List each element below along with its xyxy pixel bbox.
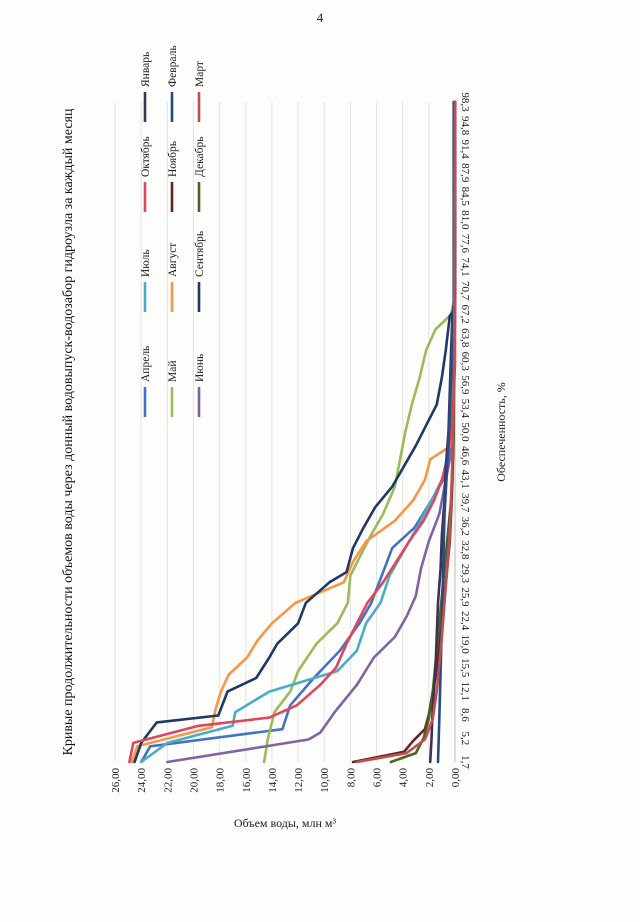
x-tick-label: 53,4 bbox=[459, 399, 471, 419]
legend-label: Сентябрь bbox=[194, 231, 206, 277]
y-tick-label: 10,00 bbox=[319, 768, 331, 793]
x-tick-label: 22,4 bbox=[459, 611, 471, 631]
legend-label: Октябрь bbox=[140, 136, 152, 177]
x-tick-label: 19,0 bbox=[459, 635, 471, 655]
x-tick-label: 5,2 bbox=[459, 732, 471, 746]
y-tick-label: 14,00 bbox=[267, 768, 279, 793]
legend-label: Август bbox=[167, 243, 179, 277]
x-tick-label: 91,4 bbox=[459, 140, 471, 160]
legend: Апрель Май Июнь Июль Август Сентябрь Октябрь Но… bbox=[140, 45, 206, 417]
x-axis-ticks: 1,7 5,2 8,6 12,1 15,5 19,0 22,4 25,9 29,3 32,8 36,… bbox=[459, 92, 471, 769]
y-tick-label: 4,00 bbox=[398, 768, 410, 788]
x-tick-label: 84,5 bbox=[459, 187, 471, 207]
x-tick-label: 29,3 bbox=[459, 564, 471, 584]
x-tick-label: 60,3 bbox=[459, 352, 471, 372]
x-tick-label: 50,0 bbox=[459, 422, 471, 442]
y-tick-label: 8,00 bbox=[345, 768, 357, 788]
legend-label: Май bbox=[167, 361, 179, 382]
legend-label: Декабрь bbox=[194, 137, 206, 177]
x-tick-label: 94,8 bbox=[459, 116, 471, 136]
x-tick-label: 87,9 bbox=[459, 163, 471, 183]
x-tick-label: 32,8 bbox=[459, 540, 471, 560]
y-tick-label: 22,00 bbox=[162, 768, 174, 793]
x-tick-label: 39,7 bbox=[459, 493, 471, 513]
y-tick-label: 26,00 bbox=[110, 768, 122, 793]
x-axis-title: Обеспеченность, % bbox=[494, 382, 508, 482]
y-axis-ticks: 0,00 2,00 4,00 6,00 8,00 10,00 12,00 14,00 16,00… bbox=[110, 768, 462, 793]
series-line-Сентябрь bbox=[133, 100, 457, 764]
y-tick-label: 18,00 bbox=[215, 768, 227, 793]
x-tick-label: 25,9 bbox=[459, 587, 471, 607]
grid-lines bbox=[114, 102, 456, 762]
legend-label: Апрель bbox=[140, 346, 152, 382]
x-tick-label: 77,6 bbox=[459, 234, 471, 254]
x-tick-label: 63,8 bbox=[459, 328, 471, 348]
x-tick-label: 43,1 bbox=[459, 470, 471, 489]
legend-label: Январь bbox=[140, 52, 152, 87]
legend-label: Март bbox=[194, 61, 206, 87]
x-tick-label: 15,5 bbox=[459, 658, 471, 678]
x-tick-label: 1,7 bbox=[459, 755, 471, 769]
y-tick-label: 20,00 bbox=[188, 768, 200, 793]
series-layer bbox=[128, 100, 457, 764]
x-tick-label: 81,0 bbox=[459, 210, 471, 230]
chart-title: Кривые продолжительности объемов воды че… bbox=[61, 108, 76, 756]
x-tick-label: 12,1 bbox=[459, 682, 471, 701]
x-tick-label: 98,3 bbox=[459, 92, 471, 112]
y-tick-label: 2,00 bbox=[424, 768, 436, 788]
series-line-Май bbox=[262, 100, 457, 764]
x-tick-label: 67,2 bbox=[459, 305, 471, 324]
legend-label: Февраль bbox=[167, 45, 179, 87]
y-tick-label: 6,00 bbox=[372, 768, 384, 788]
legend-label: Июль bbox=[140, 249, 152, 277]
y-tick-label: 24,00 bbox=[136, 768, 148, 793]
series-line-Июнь bbox=[166, 100, 457, 764]
page-number: 4 bbox=[316, 10, 324, 25]
legend-label: Ноябрь bbox=[167, 141, 179, 177]
legend-label: Июнь bbox=[194, 354, 206, 382]
x-tick-label: 46,6 bbox=[459, 446, 471, 466]
x-tick-label: 56,9 bbox=[459, 375, 471, 395]
series-line-Февраль bbox=[436, 100, 456, 764]
y-axis-title: Объем воды, млн м³ bbox=[234, 816, 337, 830]
x-tick-label: 70,7 bbox=[459, 281, 471, 301]
x-tick-label: 36,2 bbox=[459, 517, 471, 536]
series-line-Март bbox=[355, 100, 457, 764]
y-tick-label: 0,00 bbox=[450, 768, 462, 788]
x-tick-label: 8,6 bbox=[459, 708, 471, 722]
y-tick-label: 12,00 bbox=[293, 768, 305, 793]
y-tick-label: 16,00 bbox=[241, 768, 253, 793]
x-tick-label: 74,1 bbox=[459, 257, 471, 276]
